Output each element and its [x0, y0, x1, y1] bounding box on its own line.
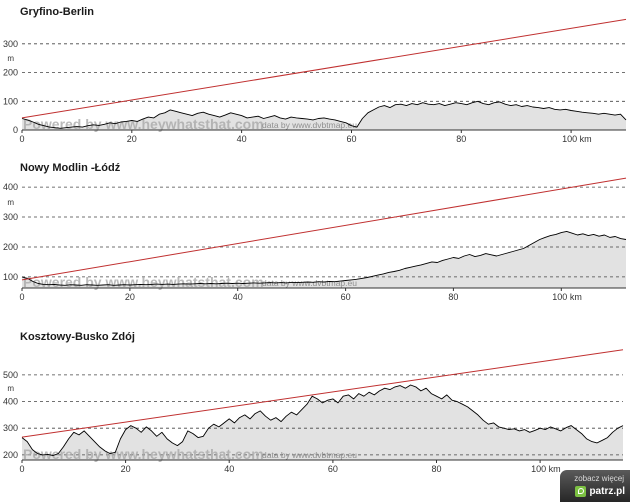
x-tick-label: 0	[19, 292, 24, 302]
y-tick-label: 500	[3, 370, 18, 380]
y-tick-label: 200	[3, 68, 18, 78]
x-tick-label: 20	[125, 292, 135, 302]
x-tick-label: 60	[328, 464, 338, 474]
terrain-profile-line	[21, 384, 624, 456]
x-tick-label: 80	[448, 292, 458, 302]
y-axis-unit-label: m	[7, 198, 14, 207]
y-tick-label: 400	[3, 397, 18, 407]
watermark-data-by: data by www.dvbtmap.eu	[262, 278, 357, 288]
watermark-powered-by: Powered by www.heywhatsthat.com	[23, 446, 264, 462]
watermark-powered-by: Powered by www.heywhatsthat.com	[23, 274, 264, 290]
y-tick-label: 100	[3, 272, 18, 282]
x-tick-label: 100 km	[562, 134, 592, 144]
y-tick-label: 300	[3, 212, 18, 222]
watermark-powered-by: Powered by www.heywhatsthat.com	[23, 116, 264, 132]
x-tick-label: 60	[341, 292, 351, 302]
y-tick-label: 200	[3, 450, 18, 460]
patrz-badge[interactable]: zobacz więcej patrz.pl	[560, 470, 630, 502]
terrain-area	[22, 385, 623, 460]
watermark-data-by: data by www.dvbtmap.eu	[262, 120, 357, 130]
y-tick-label: 100	[3, 96, 18, 106]
x-tick-label: 0	[19, 134, 24, 144]
chart-title-nowy-modlin-lodz: Nowy Modlin -Łódź	[20, 162, 121, 174]
y-tick-label: 0	[13, 125, 18, 135]
x-tick-label: 0	[19, 464, 24, 474]
x-tick-label: 80	[431, 464, 441, 474]
line-of-sight	[21, 177, 627, 281]
chart-title-kosztowy-busko-zdoj: Kosztowy-Busko Zdój	[20, 331, 135, 343]
x-tick-label: 40	[224, 464, 234, 474]
chart-title-gryfino-berlin: Gryfino-Berlin	[20, 6, 94, 18]
line-of-sight	[21, 18, 627, 119]
watermark-data-by: data by www.dvbtmap.eu	[262, 450, 357, 460]
terrain-area	[22, 101, 626, 130]
y-tick-label: 300	[3, 423, 18, 433]
terrain-profile-line	[21, 230, 627, 286]
y-tick-label: 300	[3, 39, 18, 49]
y-tick-label: 200	[3, 242, 18, 252]
patrz-logo-icon	[575, 486, 587, 497]
y-tick-label: 400	[3, 182, 18, 192]
x-tick-label: 100 km	[552, 292, 582, 302]
brand-name: patrz.pl	[589, 486, 625, 497]
x-tick-label: 60	[346, 134, 356, 144]
terrain-area	[22, 231, 626, 288]
see-more-link[interactable]: zobacz więcej	[574, 474, 624, 483]
x-tick-label: 80	[456, 134, 466, 144]
terrain-profile-line	[21, 100, 627, 129]
x-tick-label: 100 km	[531, 464, 561, 474]
y-axis-unit-label: m	[7, 384, 14, 393]
x-tick-label: 40	[233, 292, 243, 302]
line-of-sight	[21, 349, 624, 438]
y-axis-unit-label: m	[7, 54, 14, 63]
brand-row[interactable]: patrz.pl	[575, 486, 625, 497]
x-tick-label: 20	[127, 134, 137, 144]
x-tick-label: 20	[121, 464, 131, 474]
x-tick-label: 40	[237, 134, 247, 144]
